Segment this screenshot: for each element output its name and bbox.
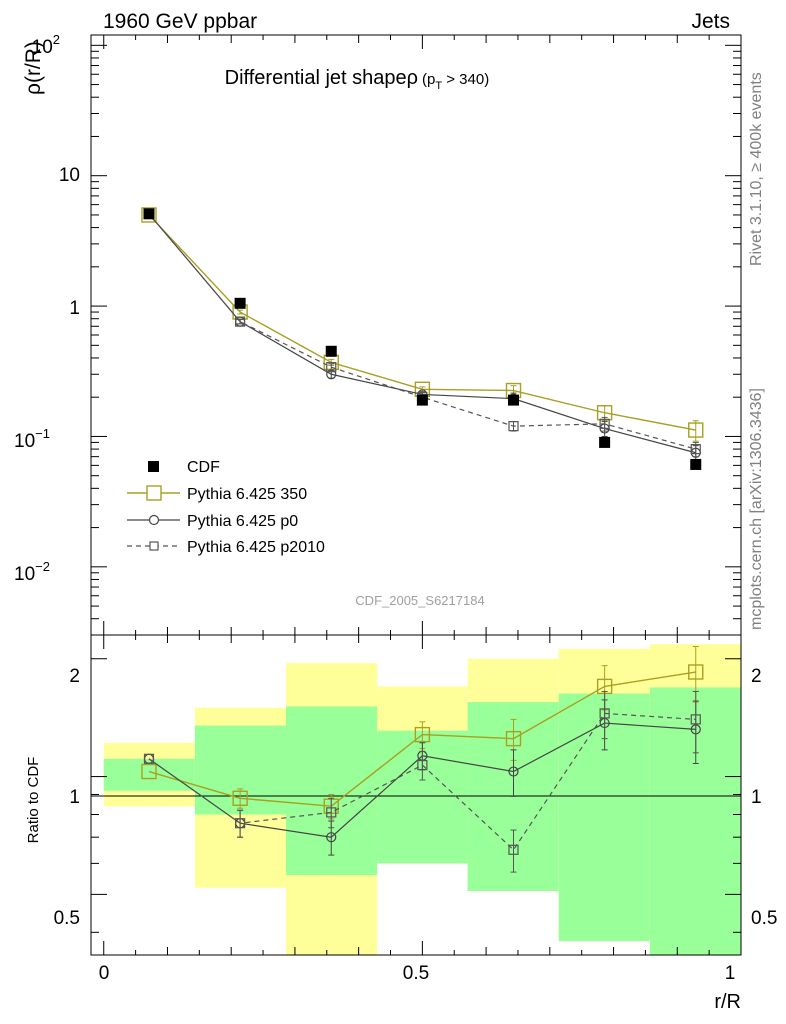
main-plot: Differential jet shapeρ (pT > 340) CDF_2… bbox=[14, 32, 742, 636]
rivet-label: Rivet 3.1.10, ≥ 400k events bbox=[748, 72, 765, 266]
ratio-pythia350-point bbox=[688, 664, 704, 680]
main-cdf-point bbox=[234, 297, 246, 309]
main-y-axis-label: ρ(r/R) bbox=[22, 41, 45, 95]
ratio-y-tick-1: 1 bbox=[69, 787, 80, 808]
category-label: Jets bbox=[691, 10, 730, 33]
main-cdf-point bbox=[508, 394, 519, 406]
legend-marker-p2010 bbox=[149, 541, 159, 551]
ratio-pythia-p0-point bbox=[508, 766, 519, 777]
ratio-pythia-p2010-point bbox=[417, 759, 428, 771]
main-pythia-p2010-point bbox=[690, 443, 701, 455]
y-tick-1: 1 bbox=[69, 298, 80, 319]
ratio-pythia-p2010-point bbox=[143, 753, 155, 764]
y-tick-0.01-base: 10 bbox=[14, 564, 35, 585]
main-pythia350-point bbox=[688, 422, 704, 438]
x-tick-0.5: 0.5 bbox=[403, 963, 429, 984]
main-series bbox=[141, 207, 704, 470]
source-label: mcplots.cern.ch [arXiv:1306.3436] bbox=[748, 388, 765, 630]
energy-label: 1960 GeV ppbar bbox=[103, 10, 257, 33]
legend: CDF Pythia 6.425 350 Pythia 6.425 p0 Pyt… bbox=[127, 459, 325, 556]
ratio-pythia-p0-point bbox=[326, 832, 337, 843]
ratio-y-axis-label: Ratio to CDF bbox=[25, 757, 42, 844]
main-cdf-point bbox=[599, 436, 611, 448]
main-y-tick-labels: 10 1 102 10−1 10−2 bbox=[14, 32, 80, 585]
main-cdf-point bbox=[690, 458, 702, 470]
x-tick-1: 1 bbox=[725, 963, 736, 984]
y-tick-100-exp: 2 bbox=[53, 32, 60, 47]
ratio-plot: 0.5 1 2 0.5 1 2 0 0.5 1 Ratio to CDF r/R bbox=[25, 634, 777, 1013]
ratio-pythia-p2010-point bbox=[690, 714, 701, 725]
legend-marker-pythia350 bbox=[146, 485, 162, 501]
watermark: CDF_2005_S6217184 bbox=[355, 593, 484, 608]
y-tick-0.1-base: 10 bbox=[14, 431, 35, 452]
ratio-pythia350-point bbox=[505, 730, 522, 747]
main-pythia-p0-line bbox=[148, 213, 696, 454]
ratio-pythia350-point bbox=[141, 763, 157, 780]
ratio-pythia-p2010-point bbox=[599, 708, 610, 719]
main-pythia-p2010-point bbox=[235, 316, 246, 327]
legend-label-p2010: Pythia 6.425 p2010 bbox=[187, 539, 325, 556]
x-axis-label: r/R bbox=[714, 991, 741, 1013]
y-tick-100-base: 10 bbox=[32, 37, 53, 58]
main-cdf-point bbox=[325, 345, 337, 357]
y-tick-100: 102 bbox=[32, 32, 60, 58]
legend-label-p0: Pythia 6.425 p0 bbox=[187, 513, 298, 530]
ratio-y-tick-0.5: 0.5 bbox=[54, 908, 80, 929]
legend-marker-p0 bbox=[148, 514, 160, 526]
main-axis-ticks bbox=[91, 35, 742, 636]
y-tick-0.1-exp: −1 bbox=[35, 426, 50, 441]
legend-item-p0: Pythia 6.425 p0 bbox=[127, 513, 298, 530]
legend-item-p2010: Pythia 6.425 p2010 bbox=[127, 539, 325, 556]
ratio-y-tick-right-0.5: 0.5 bbox=[751, 908, 777, 929]
ratio-pythia-p2010-point bbox=[235, 818, 246, 829]
ratio-pythia350-point bbox=[414, 726, 431, 743]
legend-label-cdf: CDF bbox=[187, 459, 220, 476]
legend-label-pythia350: Pythia 6.425 350 bbox=[187, 486, 307, 503]
title-sub-open: (p bbox=[422, 71, 435, 88]
y-tick-0.1: 10−1 bbox=[14, 426, 50, 452]
ratio-uncertainty-bands bbox=[103, 644, 741, 955]
legend-item-pythia350: Pythia 6.425 350 bbox=[127, 485, 307, 503]
title-sub-tail: > 340) bbox=[442, 71, 489, 88]
main-cdf-point bbox=[416, 394, 428, 406]
legend-item-cdf: CDF bbox=[148, 459, 220, 476]
ratio-pythia-p2010-point bbox=[326, 807, 337, 818]
main-pythia350-point bbox=[141, 207, 157, 223]
y-tick-0.01: 10−2 bbox=[14, 559, 50, 585]
x-tick-0: 0 bbox=[99, 963, 110, 984]
ratio-series bbox=[141, 645, 704, 873]
legend-marker-cdf bbox=[148, 461, 159, 472]
y-tick-0.01-exp: −2 bbox=[35, 559, 50, 574]
ratio-plot-frame bbox=[90, 634, 742, 956]
chart-title-sub: (pT > 340) bbox=[422, 71, 489, 92]
ratio-pythia350-point bbox=[232, 790, 248, 806]
y-tick-10: 10 bbox=[59, 165, 80, 186]
ratio-y-tick-right-2: 2 bbox=[751, 666, 762, 687]
main-pythia-p2010-point bbox=[326, 362, 337, 373]
title-sub-index: T bbox=[435, 80, 442, 92]
ratio-y-tick-right-1: 1 bbox=[751, 787, 762, 808]
ratio-y-tick-2: 2 bbox=[69, 666, 80, 687]
ratio-pythia-p2010-point bbox=[508, 844, 519, 855]
main-cdf-point bbox=[143, 208, 155, 220]
main-pythia-p2010-point bbox=[508, 421, 519, 432]
chart-title: Differential jet shapeρ bbox=[225, 67, 418, 89]
main-pythia-p2010-point bbox=[599, 418, 610, 429]
